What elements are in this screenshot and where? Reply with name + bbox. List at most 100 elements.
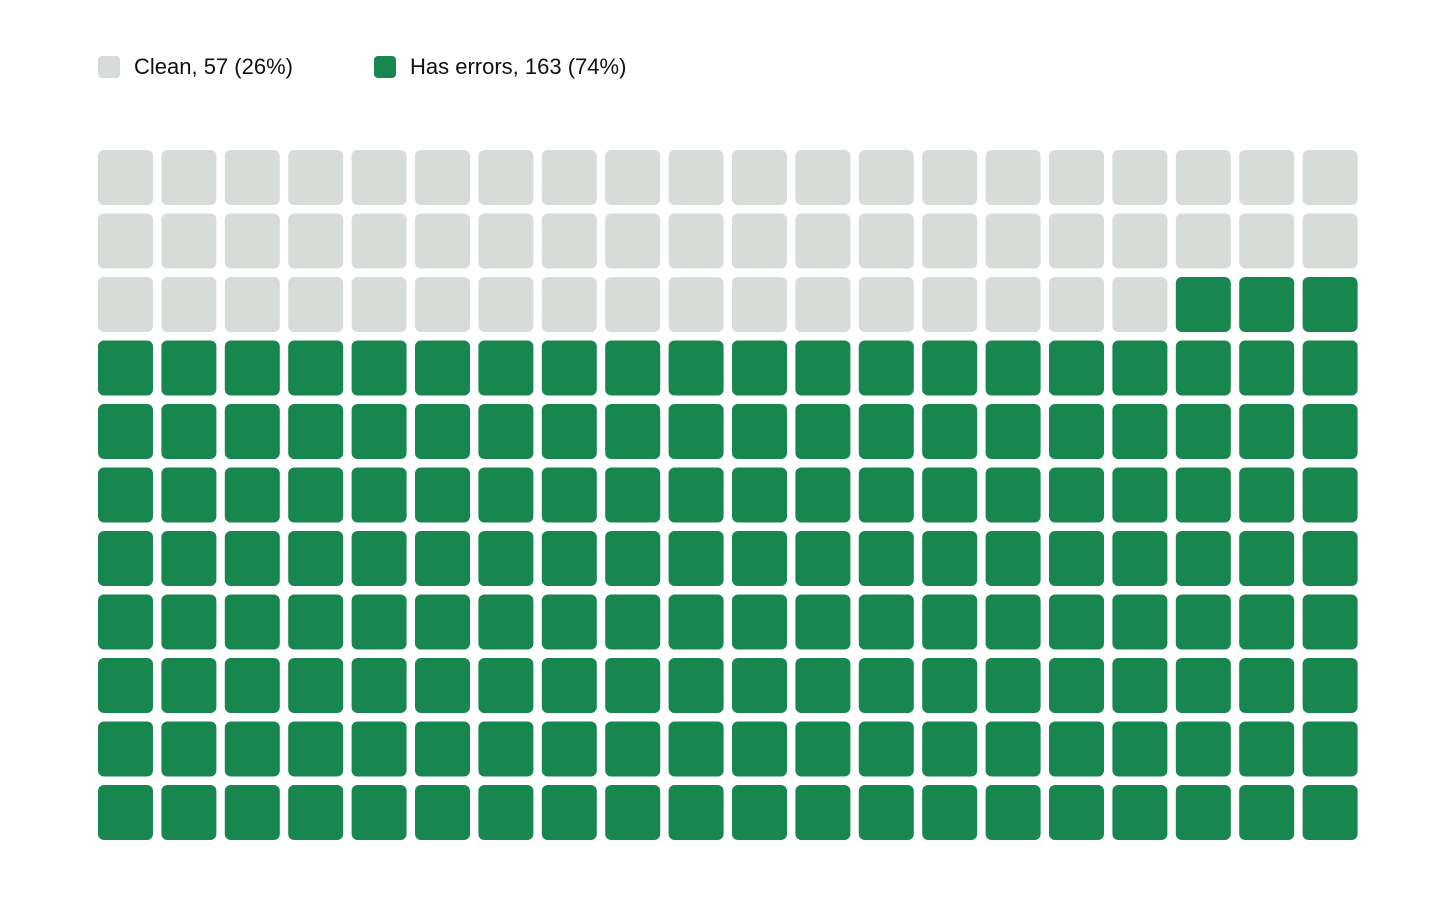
waffle-cell xyxy=(161,213,217,269)
waffle-cell xyxy=(922,785,978,840)
waffle-cell xyxy=(1112,594,1168,650)
waffle-cell xyxy=(1302,531,1358,586)
waffle-cell xyxy=(1049,150,1104,205)
waffle-cell xyxy=(288,213,344,269)
waffle-cell xyxy=(922,721,978,777)
waffle-cell xyxy=(1302,404,1358,459)
waffle-cell xyxy=(605,467,661,523)
waffle-cell xyxy=(795,721,851,777)
waffle-cell xyxy=(351,467,407,523)
waffle-cell xyxy=(1112,658,1168,713)
waffle-cell xyxy=(415,340,470,396)
waffle-cell xyxy=(1302,277,1358,332)
waffle-cell xyxy=(224,531,280,586)
waffle-cell xyxy=(541,277,597,332)
waffle-cell xyxy=(224,404,280,459)
waffle-cell xyxy=(288,277,344,332)
waffle-cell xyxy=(605,658,661,713)
waffle-cell xyxy=(858,213,914,269)
waffle-cell xyxy=(1302,658,1358,713)
waffle-cell xyxy=(1112,213,1168,269)
waffle-cell xyxy=(415,404,470,459)
waffle-cell xyxy=(98,213,153,269)
waffle-cell xyxy=(224,340,280,396)
waffle-cell xyxy=(1049,721,1104,777)
waffle-cell xyxy=(288,531,344,586)
waffle-cell xyxy=(1112,277,1168,332)
waffle-cell xyxy=(161,721,217,777)
waffle-cell xyxy=(541,658,597,713)
waffle-cell xyxy=(351,340,407,396)
waffle-cell xyxy=(415,277,470,332)
waffle-cell xyxy=(288,404,344,459)
waffle-cell xyxy=(541,531,597,586)
waffle-cell xyxy=(985,404,1041,459)
waffle-cell xyxy=(1049,277,1104,332)
waffle-cell xyxy=(1049,467,1104,523)
waffle-cell xyxy=(922,277,978,332)
waffle-cell xyxy=(668,213,724,269)
waffle-cell xyxy=(288,594,344,650)
waffle-cell xyxy=(858,531,914,586)
waffle-cell xyxy=(1049,658,1104,713)
waffle-cell xyxy=(795,785,851,840)
waffle-cell xyxy=(1175,594,1231,650)
waffle-cell xyxy=(1175,785,1231,840)
waffle-cell xyxy=(288,150,344,205)
waffle-cell xyxy=(161,404,217,459)
waffle-cell xyxy=(1175,658,1231,713)
waffle-cell xyxy=(98,404,153,459)
waffle-cell xyxy=(161,785,217,840)
waffle-cell xyxy=(224,467,280,523)
waffle-cell xyxy=(1302,785,1358,840)
waffle-cell xyxy=(288,721,344,777)
waffle-cell xyxy=(985,150,1041,205)
waffle-cell xyxy=(224,785,280,840)
waffle-cell xyxy=(732,531,787,586)
waffle-cell xyxy=(985,531,1041,586)
waffle-cell xyxy=(1239,277,1295,332)
waffle-cell xyxy=(605,213,661,269)
waffle-cell xyxy=(605,785,661,840)
waffle-cell xyxy=(922,658,978,713)
waffle-cell xyxy=(351,404,407,459)
waffle-cell xyxy=(478,467,534,523)
waffle-cell xyxy=(224,594,280,650)
waffle-cell xyxy=(478,340,534,396)
waffle-cell xyxy=(288,340,344,396)
waffle-cell xyxy=(98,150,153,205)
waffle-cell xyxy=(161,467,217,523)
waffle-cell xyxy=(858,404,914,459)
waffle-cell xyxy=(922,467,978,523)
waffle-cell xyxy=(732,721,787,777)
waffle-cell xyxy=(1112,531,1168,586)
waffle-cell xyxy=(224,277,280,332)
waffle-cell xyxy=(1239,150,1295,205)
waffle-cell xyxy=(795,213,851,269)
waffle-cell xyxy=(1239,721,1295,777)
waffle-cell xyxy=(415,150,470,205)
waffle-cell xyxy=(541,467,597,523)
waffle-cell xyxy=(478,277,534,332)
waffle-cell xyxy=(1302,340,1358,396)
waffle-cell xyxy=(98,277,153,332)
waffle-cell xyxy=(478,721,534,777)
waffle-cell xyxy=(858,277,914,332)
waffle-cell xyxy=(795,658,851,713)
waffle-cell xyxy=(668,340,724,396)
waffle-cell xyxy=(1239,467,1295,523)
waffle-cell xyxy=(1302,150,1358,205)
waffle-cell xyxy=(668,785,724,840)
legend-label: Clean, 57 (26%) xyxy=(134,54,293,79)
waffle-cell xyxy=(541,594,597,650)
waffle-cell xyxy=(161,277,217,332)
waffle-cell xyxy=(1175,721,1231,777)
waffle-cell xyxy=(288,658,344,713)
waffle-cell xyxy=(732,213,787,269)
waffle-cell xyxy=(858,150,914,205)
waffle-cell xyxy=(858,340,914,396)
waffle-cell xyxy=(1112,721,1168,777)
waffle-cell xyxy=(605,404,661,459)
waffle-cell xyxy=(1175,531,1231,586)
